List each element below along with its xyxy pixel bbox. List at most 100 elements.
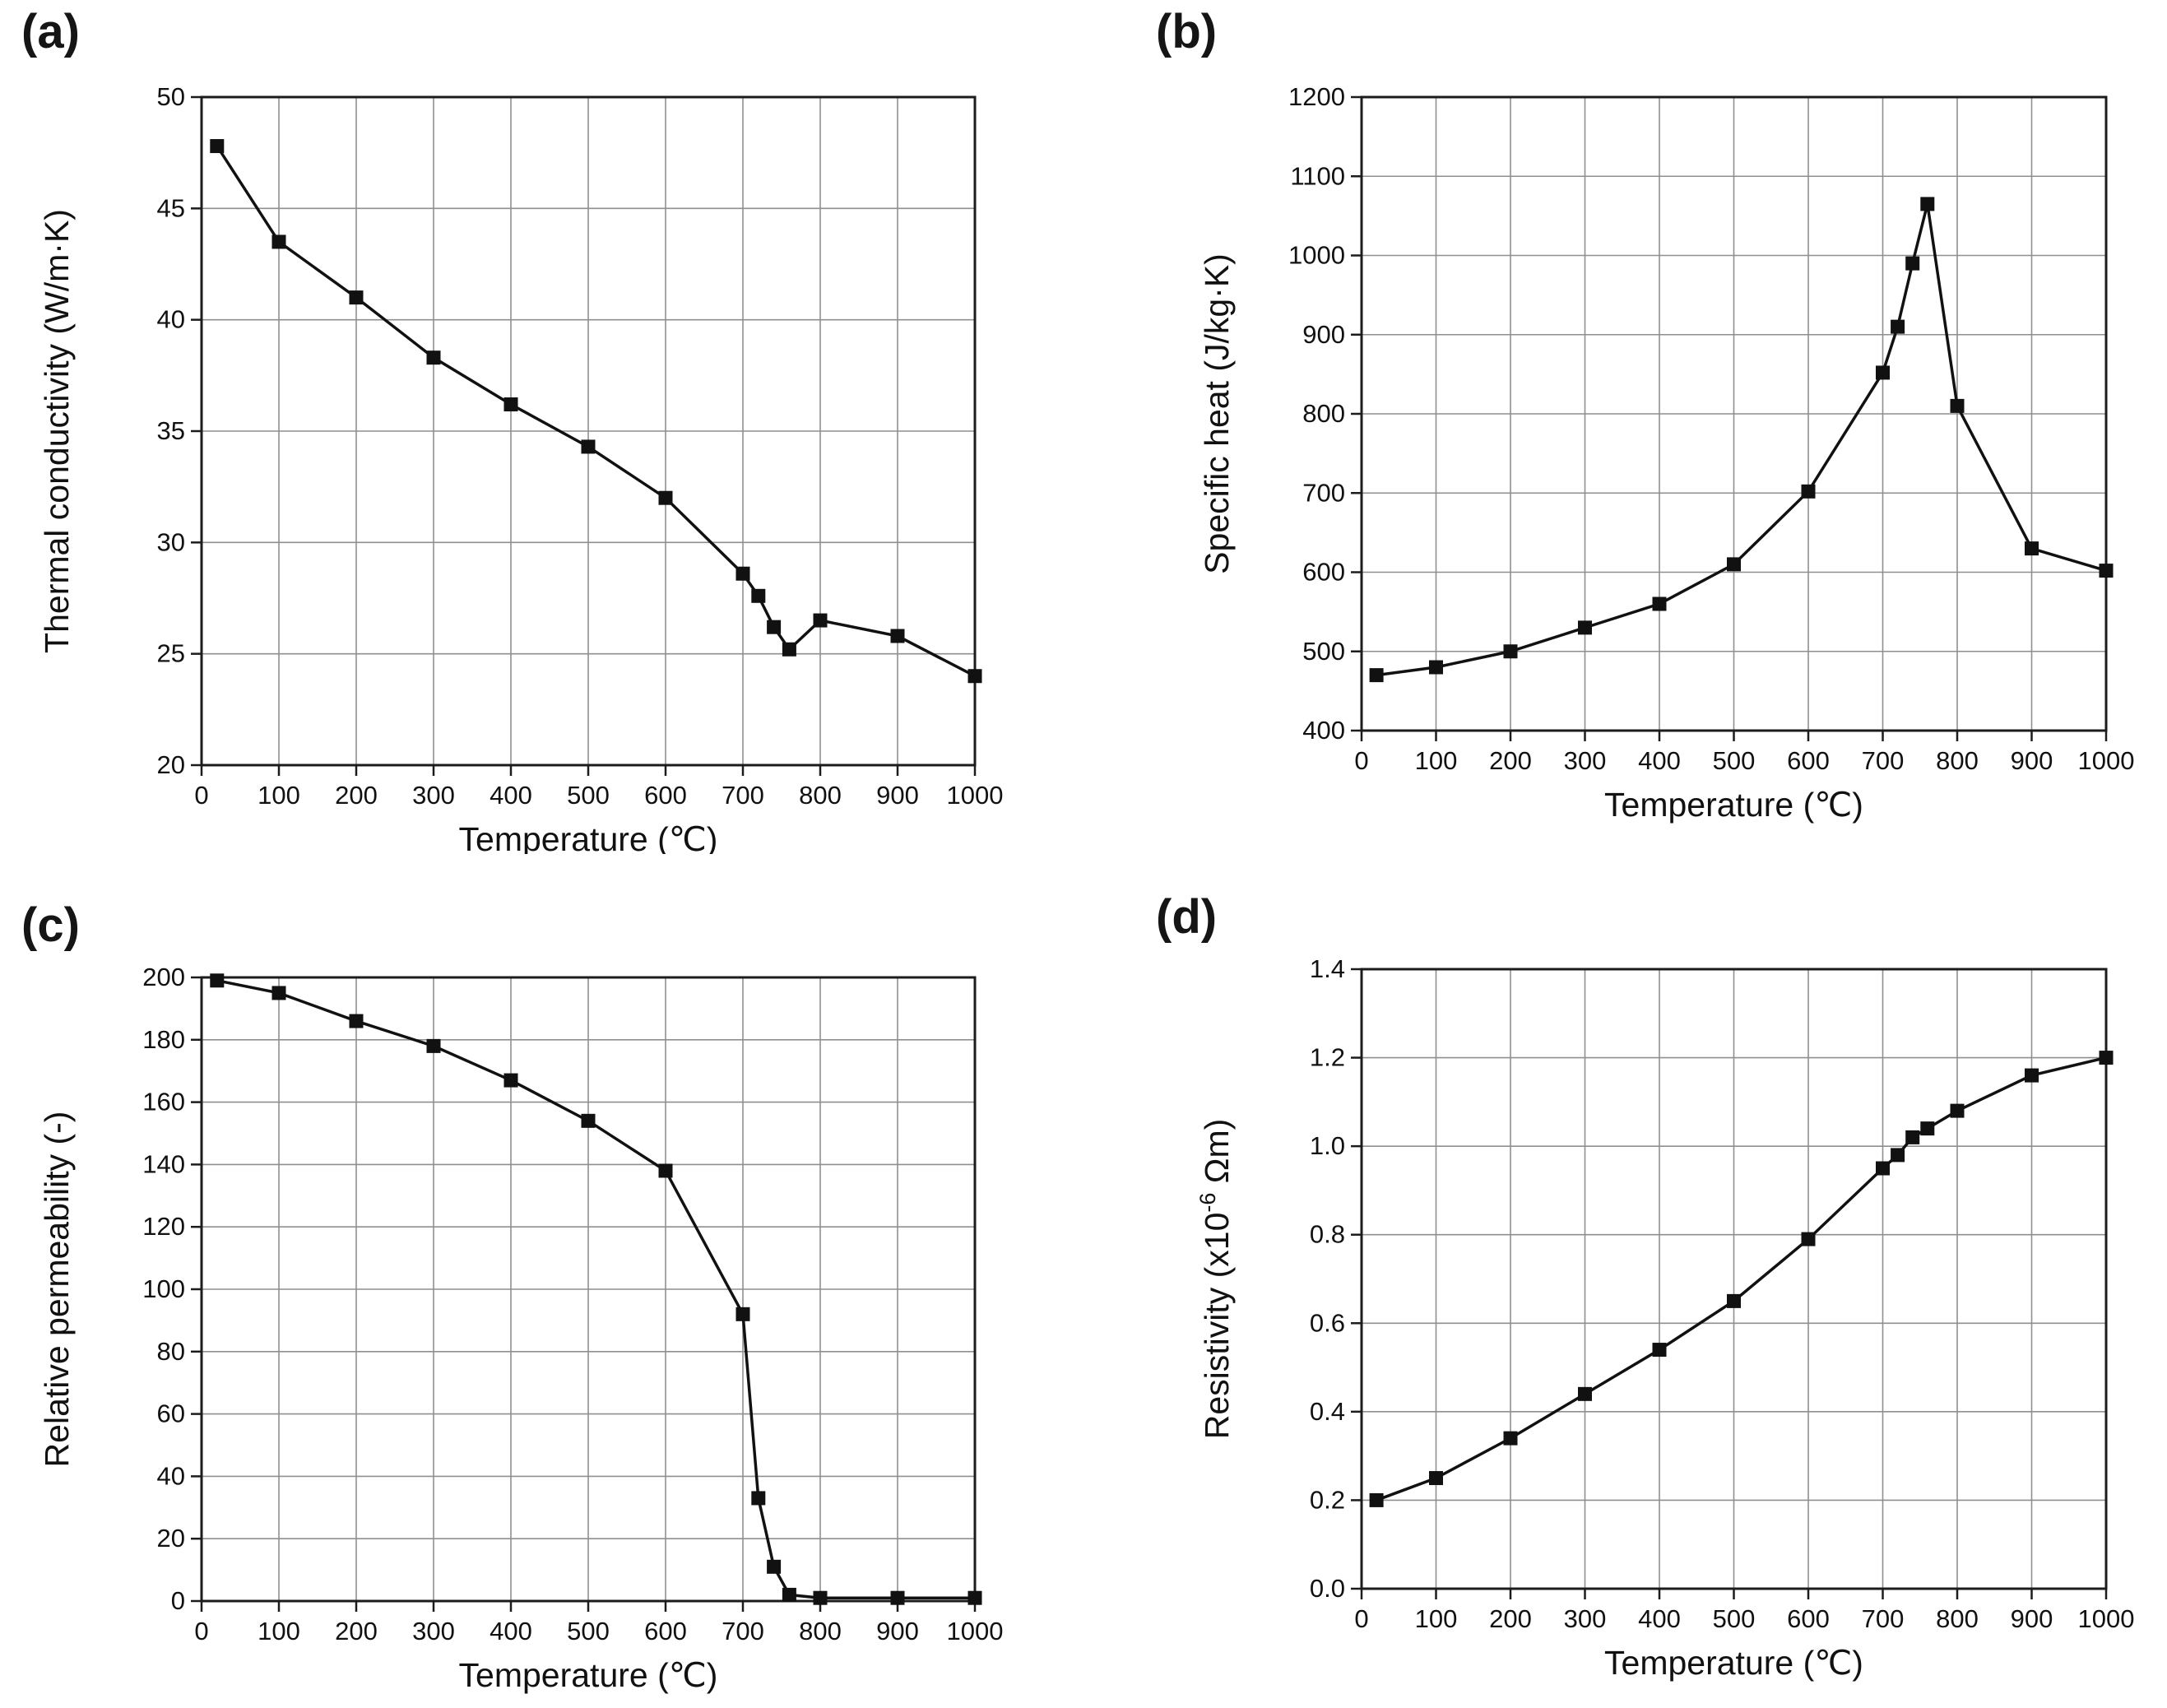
chart-svg: 0 100 200 300 400 500 600 700 800 900 1000 0 20 40 60 8… [38, 963, 1004, 1694]
axis-titles: Temperature (℃) Relative permeability (-) [38, 1112, 717, 1694]
x-tick-label: 300 [412, 781, 455, 810]
axis-titles: Temperature (℃) Resistivity (x10-6 Ωm) [1195, 1119, 1863, 1682]
x-tick-label: 400 [1638, 1604, 1681, 1633]
x-tick-label: 700 [1862, 746, 1905, 775]
tick-marks [1351, 95, 2108, 741]
panel-label-c: (c) [21, 898, 80, 952]
data-markers [1369, 1051, 2114, 1507]
chart-svg: 0 100 200 300 400 500 600 700 800 900 1000 400 500 60… [1198, 82, 2134, 824]
y-tick-label: 50 [157, 82, 185, 111]
y-tick-label: 120 [142, 1212, 185, 1241]
x-tick-label: 100 [1415, 1604, 1458, 1633]
y-tick-label: 40 [157, 305, 185, 334]
x-tick-label: 200 [1489, 1604, 1532, 1633]
y-tick-label: 1000 [1288, 241, 1345, 270]
y-tick-label: 1100 [1290, 161, 1345, 190]
y-tick-label: 45 [157, 193, 185, 222]
chart-specific-heat: 0 100 200 300 400 500 600 700 800 900 1000 400 500 60… [1084, 0, 2167, 854]
x-tick-label: 600 [644, 1617, 687, 1645]
y-tick-label: 1.2 [1310, 1043, 1345, 1072]
x-tick-label: 900 [2011, 1604, 2053, 1633]
x-tick-label: 700 [722, 1617, 764, 1645]
x-tick-label: 600 [1787, 1604, 1830, 1633]
y-tick-label: 0.2 [1310, 1485, 1345, 1514]
gridlines [202, 97, 975, 765]
data-markers [210, 973, 982, 1605]
y-tick-label: 0.6 [1310, 1308, 1345, 1337]
y-tick-label: 200 [142, 963, 185, 991]
x-axis-title: Temperature (℃) [1604, 786, 1863, 824]
panel-c: 0 100 200 300 400 500 600 700 800 900 1000 0 20 40 60 8… [0, 854, 1084, 1708]
axis-titles: Temperature (℃) Thermal conductivity (W/m… [38, 209, 717, 854]
x-tick-label: 1000 [947, 781, 1004, 810]
x-tick-label: 500 [567, 1617, 610, 1645]
y-tick-label: 400 [1302, 716, 1345, 745]
x-tick-label: 400 [490, 781, 532, 810]
y-tick-label: 700 [1302, 478, 1345, 507]
y-tick-label: 140 [142, 1149, 185, 1178]
x-axis-title: Temperature (℃) [1604, 1644, 1863, 1682]
y-tick-label: 160 [142, 1088, 185, 1116]
x-tick-label: 500 [1713, 746, 1756, 775]
y-tick-label: 0 [171, 1586, 185, 1615]
x-tick-label: 800 [799, 1617, 842, 1645]
tick-marks [191, 95, 977, 776]
x-tick-label: 100 [258, 781, 300, 810]
x-tick-label: 100 [1415, 746, 1458, 775]
x-tick-label: 1000 [947, 1617, 1004, 1645]
x-tick-label: 0 [1354, 1604, 1368, 1633]
x-tick-label: 200 [1489, 746, 1532, 775]
y-tick-label: 100 [142, 1274, 185, 1303]
gridlines [1362, 969, 2106, 1589]
x-tick-label: 500 [1713, 1604, 1756, 1633]
gridlines [1362, 97, 2106, 731]
y-tick-label: 25 [157, 639, 185, 668]
x-tick-label: 800 [1936, 746, 1979, 775]
panel-label-b: (b) [1156, 5, 1218, 58]
x-axis-title: Temperature (℃) [459, 1656, 718, 1694]
panel-label-a: (a) [21, 5, 80, 58]
chart-relative-permeability: 0 100 200 300 400 500 600 700 800 900 1000 0 20 40 60 8… [0, 854, 1084, 1708]
panel-label-d: (d) [1156, 890, 1218, 944]
panel-d: 0 100 200 300 400 500 600 700 800 900 1000 0.0 0.2 0.… [1084, 854, 2167, 1708]
data-markers [1369, 197, 2114, 683]
x-tick-label: 0 [1354, 746, 1368, 775]
y-tick-label: 0.4 [1310, 1397, 1345, 1426]
y-tick-label: 40 [157, 1461, 185, 1490]
tick-labels: 0 100 200 300 400 500 600 700 800 900 1000 20 25 30 35… [157, 82, 1004, 810]
x-tick-label: 300 [412, 1617, 455, 1645]
y-tick-label: 20 [157, 750, 185, 779]
tick-labels: 0 100 200 300 400 500 600 700 800 900 1000 400 500 60… [1288, 82, 2134, 775]
axis-titles: Temperature (℃) Specific heat (J/kg·K) [1198, 253, 1863, 824]
x-tick-label: 600 [644, 781, 687, 810]
y-tick-label: 30 [157, 527, 185, 556]
panel-b: 0 100 200 300 400 500 600 700 800 900 1000 400 500 60… [1084, 0, 2167, 854]
x-tick-label: 200 [335, 781, 378, 810]
data-line [1376, 1056, 2107, 1502]
x-tick-label: 0 [194, 781, 208, 810]
x-tick-label: 100 [258, 1617, 300, 1645]
x-tick-label: 300 [1564, 1604, 1607, 1633]
chart-thermal-conductivity: 0 100 200 300 400 500 600 700 800 900 1000 20 25 30 35… [0, 0, 1084, 854]
data-line [1376, 203, 2107, 677]
y-tick-label: 600 [1302, 558, 1345, 587]
panel-a: 0 100 200 300 400 500 600 700 800 900 1000 20 25 30 35… [0, 0, 1084, 855]
x-tick-label: 700 [722, 781, 764, 810]
x-tick-label: 500 [567, 781, 610, 810]
y-tick-label: 20 [157, 1524, 185, 1553]
x-tick-label: 900 [876, 781, 919, 810]
x-tick-label: 1000 [2078, 1604, 2135, 1633]
data-markers [210, 139, 982, 684]
y-axis-title: Resistivity (x10-6 Ωm) [1195, 1119, 1236, 1440]
y-axis-title: Specific heat (J/kg·K) [1198, 253, 1236, 574]
tick-marks [191, 976, 977, 1612]
x-tick-label: 400 [1638, 746, 1681, 775]
x-axis-title: Temperature (℃) [459, 820, 718, 854]
y-tick-label: 500 [1302, 637, 1345, 666]
y-tick-label: 900 [1302, 320, 1345, 349]
x-tick-label: 900 [2011, 746, 2053, 775]
y-tick-label: 1.4 [1310, 954, 1345, 983]
chart-svg: 0 100 200 300 400 500 600 700 800 900 1000 0.0 0.2 0.… [1195, 954, 2135, 1682]
y-tick-label: 0.8 [1310, 1220, 1345, 1249]
y-tick-label: 35 [157, 416, 185, 445]
